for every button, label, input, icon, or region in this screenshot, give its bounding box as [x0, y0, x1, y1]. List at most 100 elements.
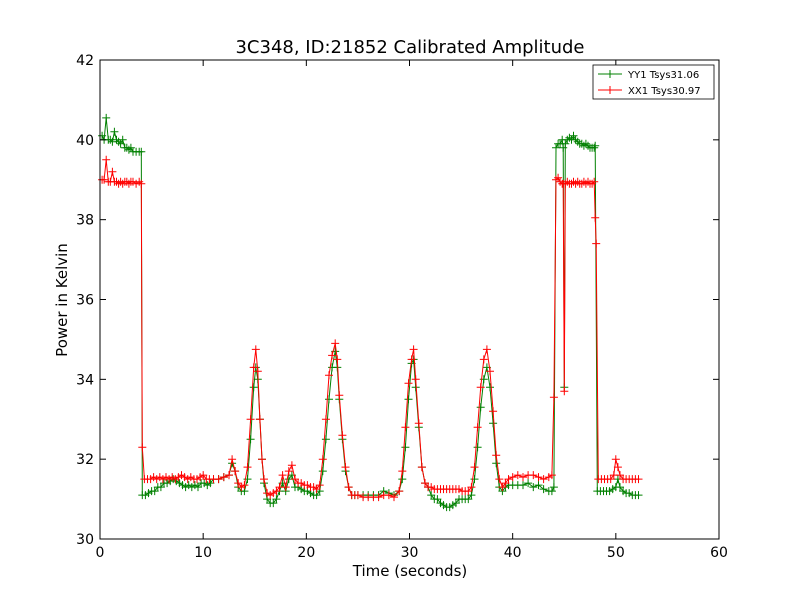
data-point: [479, 355, 488, 364]
y-tick-label: 42: [76, 53, 94, 69]
data-point: [344, 483, 353, 492]
data-point: [231, 467, 240, 476]
y-tick-label: 30: [76, 532, 94, 548]
legend-entry-yy1: YY1 Tsys31.06: [598, 70, 699, 81]
data-point: [251, 345, 260, 354]
data-point: [401, 443, 410, 452]
x-tick-label: 20: [297, 545, 315, 561]
data-point: [243, 475, 252, 484]
series-layer: [98, 113, 643, 512]
data-point: [552, 143, 560, 152]
data-point: [573, 137, 582, 146]
data-point: [404, 379, 413, 388]
data-point: [414, 419, 423, 428]
data-point: [547, 487, 556, 496]
data-point: [591, 213, 600, 222]
data-point: [549, 483, 558, 492]
data-point: [278, 471, 287, 480]
data-point: [98, 131, 107, 140]
data-point: [249, 363, 258, 372]
data-point: [321, 415, 330, 424]
data-point: [341, 463, 350, 472]
data-point: [590, 177, 599, 186]
data-point: [338, 431, 347, 440]
data-point: [398, 475, 407, 484]
data-point: [124, 145, 133, 154]
legend: YY1 Tsys31.06 XX1 Tsys30.97: [592, 64, 715, 100]
data-point: [407, 355, 416, 364]
data-point: [353, 491, 362, 500]
legend-box: [592, 64, 715, 100]
x-tick-label: 0: [96, 545, 105, 561]
data-point: [560, 387, 569, 396]
data-point: [492, 451, 501, 460]
x-tick-label: 30: [401, 545, 419, 561]
data-point: [328, 351, 337, 360]
data-point: [470, 475, 479, 484]
data-point: [513, 471, 522, 480]
data-point: [409, 345, 418, 354]
data-point: [476, 403, 485, 412]
data-point: [482, 345, 491, 354]
data-point: [571, 135, 580, 144]
data-point: [634, 491, 643, 500]
data-point: [126, 143, 135, 152]
data-point: [137, 147, 146, 156]
y-axis-ticks: 30 32 34 36 38 40 42: [76, 53, 719, 548]
data-point: [325, 371, 333, 380]
x-axis-label: Time (seconds): [352, 562, 468, 580]
data-point: [398, 467, 407, 476]
data-point: [539, 485, 548, 494]
data-point: [325, 395, 333, 404]
data-point: [214, 475, 223, 484]
data-point: [476, 383, 485, 392]
data-point: [565, 133, 574, 142]
data-point: [253, 367, 262, 376]
data-point: [470, 463, 479, 472]
x-tick-label: 60: [710, 545, 728, 561]
data-point: [281, 483, 290, 492]
data-point: [489, 419, 498, 428]
data-point: [524, 479, 533, 488]
x-tick-label: 40: [504, 545, 522, 561]
data-point: [318, 467, 327, 476]
y-tick-label: 38: [76, 213, 94, 229]
data-point: [492, 459, 501, 468]
data-point: [225, 471, 233, 480]
data-point: [110, 127, 119, 136]
data-point: [529, 483, 538, 492]
data-point: [519, 473, 527, 482]
data-point: [613, 463, 622, 472]
data-point: [467, 483, 476, 492]
data-point: [529, 471, 538, 480]
data-point: [321, 435, 330, 444]
y-tick-label: 34: [76, 372, 94, 388]
data-point: [390, 493, 398, 502]
data-point: [473, 423, 482, 432]
data-point: [228, 455, 237, 464]
data-point: [584, 141, 592, 150]
legend-label-xx1: XX1 Tsys30.97: [628, 86, 701, 97]
data-point: [569, 131, 578, 140]
data-point: [333, 355, 342, 364]
data-point: [315, 481, 324, 490]
data-point: [411, 375, 420, 384]
series-1: [98, 155, 643, 502]
data-point: [552, 175, 560, 184]
data-point: [116, 139, 125, 148]
data-point: [581, 139, 590, 148]
data-point: [417, 463, 426, 472]
data-point: [508, 473, 517, 482]
data-point: [114, 137, 123, 146]
data-point: [401, 423, 410, 432]
data-point: [240, 481, 249, 490]
x-tick-label: 50: [607, 545, 625, 561]
data-point: [561, 139, 570, 148]
data-point: [547, 471, 556, 480]
data-point: [534, 473, 543, 482]
data-point: [124, 179, 133, 188]
data-point: [138, 443, 147, 452]
data-point: [135, 177, 144, 186]
data-point: [504, 475, 513, 484]
